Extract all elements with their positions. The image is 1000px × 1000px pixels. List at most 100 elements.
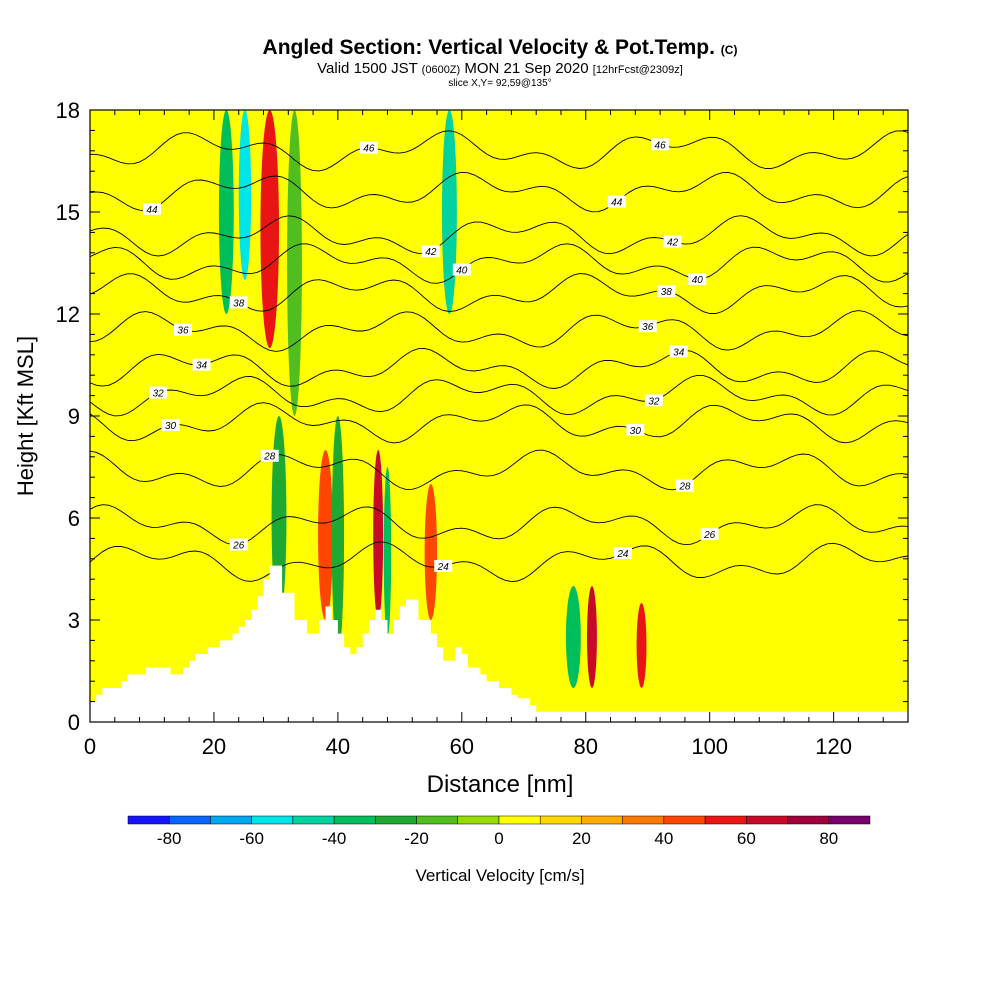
theta-label-box-26-0 <box>700 528 719 541</box>
theta-label-26-0: 26 <box>703 530 716 541</box>
terrain <box>90 565 908 722</box>
colorbar-swatch-7 <box>416 815 459 825</box>
theta-label-box-30-1 <box>161 419 180 432</box>
colorbar-swatch-2 <box>210 815 252 825</box>
theta-label-box-32-0 <box>644 394 663 407</box>
velocity-cell-13 <box>636 603 647 688</box>
colorbar-label: Vertical Velocity [cm/s] <box>415 866 584 885</box>
theta-label-40-0: 40 <box>692 275 704 286</box>
colorbar-swatch-1 <box>168 815 211 825</box>
x-tick-label-40: 40 <box>326 734 350 759</box>
theta-label-24-1: 24 <box>437 562 450 573</box>
theta-label-46-1: 46 <box>363 144 375 155</box>
theta-contour-30 <box>90 402 908 444</box>
colorbar-tick--20: -20 <box>404 829 429 848</box>
y-tick-label-15: 15 <box>56 200 80 225</box>
theta-contour-32 <box>90 374 908 417</box>
colorbar-swatch-10 <box>539 815 582 825</box>
theta-label-box-34-1 <box>192 358 211 371</box>
colorbar-swatch-9 <box>498 815 541 825</box>
theta-label-28-0: 28 <box>678 482 691 493</box>
theta-label-34-1: 34 <box>196 361 208 372</box>
theta-label-30-0: 30 <box>630 426 642 437</box>
theta-label-38-0: 38 <box>661 287 673 298</box>
velocity-cell-11 <box>565 586 581 688</box>
theta-label-box-28-0 <box>675 479 694 492</box>
theta-label-box-24-0 <box>613 547 632 560</box>
valid-date: MON 21 Sep 2020 <box>464 60 589 77</box>
colorbar-swatch-14 <box>704 815 747 825</box>
theta-contour-28 <box>90 449 908 491</box>
theta-label-box-26-1 <box>229 538 248 551</box>
theta-label-24-0: 24 <box>616 549 629 560</box>
colorbar-swatch-13 <box>663 815 706 825</box>
velocity-cell-9 <box>424 484 438 620</box>
theta-label-box-44-0 <box>607 195 626 208</box>
theta-label-box-40-0 <box>688 273 707 286</box>
y-tick-label-9: 9 <box>68 404 80 429</box>
valid-utc: (0600Z) <box>421 64 461 76</box>
theta-label-36-0: 36 <box>642 322 654 333</box>
theta-label-box-24-1 <box>434 560 453 573</box>
theta-contour-38 <box>90 273 908 314</box>
x-tick-label-0: 0 <box>84 734 96 759</box>
velocity-cell-8 <box>383 467 392 637</box>
slice-info: slice X,Y= 92,59@135° <box>448 78 552 89</box>
theta-label-42-1: 42 <box>425 247 437 258</box>
velocity-cell-1 <box>238 110 252 280</box>
theta-contour-40 <box>90 243 908 284</box>
colorbar-tick--40: -40 <box>322 829 347 848</box>
theta-label-44-1: 44 <box>146 205 158 216</box>
colorbar-swatch-6 <box>375 815 417 825</box>
forecast-info: [12hrFcst@2309z] <box>592 64 683 76</box>
theta-label-box-32-1 <box>149 386 168 399</box>
theta-label-28-1: 28 <box>263 452 276 463</box>
x-tick-label-20: 20 <box>202 734 226 759</box>
colorbar-swatch-4 <box>292 815 335 825</box>
x-axis-label: Distance [nm] <box>427 771 574 798</box>
velocity-cell-10 <box>441 110 457 314</box>
colorbar-swatch-5 <box>333 815 376 825</box>
velocity-cell-12 <box>586 586 597 688</box>
theta-label-36-1: 36 <box>177 326 189 337</box>
theta-contour-36 <box>90 310 908 352</box>
velocity-cell-6 <box>331 416 345 654</box>
theta-label-38-1: 38 <box>233 298 245 309</box>
colorbar-swatch-11 <box>581 815 623 825</box>
colorbar-swatch-8 <box>457 815 500 825</box>
theta-contour-46 <box>90 130 908 172</box>
theta-label-box-38-0 <box>657 285 676 298</box>
chart-title-suffix: (C) <box>720 43 738 57</box>
terrain-mask <box>90 565 908 722</box>
theta-label-34-0: 34 <box>673 347 685 358</box>
colorbar-tick-20: 20 <box>572 829 591 848</box>
theta-label-box-42-1 <box>421 245 440 258</box>
theta-label-32-1: 32 <box>153 389 165 400</box>
y-tick-label-3: 3 <box>68 608 80 633</box>
x-tick-label-80: 80 <box>574 734 598 759</box>
x-tick-label-100: 100 <box>691 734 728 759</box>
velocity-cell-0 <box>218 110 234 314</box>
theta-label-32-0: 32 <box>648 396 660 407</box>
theta-label-30-1: 30 <box>165 421 177 432</box>
chart-title: Angled Section: Vertical Velocity & Pot.… <box>0 36 1000 60</box>
colorbar-swatch-3 <box>251 815 294 825</box>
theta-label-box-34-0 <box>669 345 688 358</box>
colorbar-tick-40: 40 <box>654 829 673 848</box>
colorbar-swatch-15 <box>746 815 788 825</box>
colorbar-swatch-0 <box>127 815 170 825</box>
theta-label-box-30-0 <box>626 423 645 436</box>
x-tick-label-60: 60 <box>450 734 474 759</box>
theta-label-box-36-1 <box>173 323 192 336</box>
theta-label-box-28-1 <box>260 449 279 462</box>
colorbar: -80 -60 -40 -20 0 20 40 60 80 <box>127 815 871 848</box>
theta-label-42-0: 42 <box>667 238 679 249</box>
theta-contours: 24 24 26 26 28 28 30 30 32 32 34 34 36 36 38 38 40 40 42 42… <box>90 130 908 583</box>
theta-label-40-1: 40 <box>456 266 468 277</box>
colorbar-swatch-17 <box>828 815 871 825</box>
y-tick-label-12: 12 <box>56 302 80 327</box>
y-tick-label-0: 0 <box>68 710 80 735</box>
theta-label-box-38-1 <box>229 296 248 309</box>
